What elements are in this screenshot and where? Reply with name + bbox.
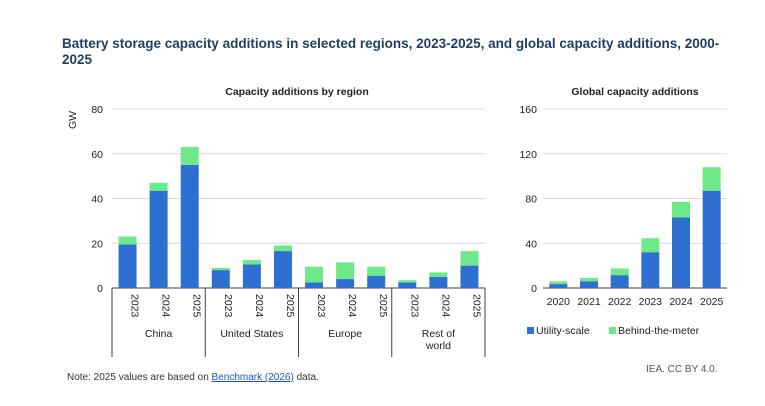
x-tick-label: 2023 [315,294,327,318]
note: Note: 2025 values are based on Benchmark… [67,372,319,383]
y-tick-label: 0 [97,283,103,295]
bar-utility-scale [149,190,168,288]
bar-behind-the-meter [273,245,292,252]
bar-utility-scale [336,279,355,288]
y-tick-label: 0 [531,283,537,295]
y-tick-label: 120 [519,149,537,161]
x-tick-label: 2024 [346,294,358,318]
bar-behind-the-meter [672,201,690,218]
bar-utility-scale [460,265,479,288]
legend-label-behind-the-meter: Behind-the-meter [618,325,700,337]
bar-utility-scale [580,281,598,288]
bar-behind-the-meter [580,277,598,282]
bar-behind-the-meter [398,280,417,283]
bar-behind-the-meter [211,267,230,271]
bar-utility-scale [610,275,629,288]
legend-swatch-utility-scale [527,327,534,334]
credit: IEA. CC BY 4.0. [646,364,718,375]
bar-utility-scale [429,276,448,288]
x-tick-label: 2023 [129,294,141,318]
bar-behind-the-meter [180,147,199,165]
bar-behind-the-meter [641,238,660,253]
legend-label-utility-scale: Utility-scale [536,325,590,337]
x-tick-label: 2025 [191,294,203,318]
x-tick-label: 2024 [669,296,693,308]
y-tick-label: 80 [91,104,103,116]
chart-title: Battery storage capacity additions in se… [62,36,720,67]
bar-utility-scale [549,284,568,288]
note-suffix: data. [293,372,319,383]
bar-behind-the-meter [549,281,568,285]
bar-utility-scale [273,251,292,288]
y-tick-label: 80 [525,194,537,206]
group-label: Rest of [422,328,455,340]
bar-behind-the-meter [367,266,386,276]
bar-utility-scale [672,217,690,288]
group-label: Europe [328,328,362,340]
bar-behind-the-meter [429,272,448,277]
x-tick-label: 2025 [700,296,724,308]
y-tick-label: 60 [91,149,103,161]
bar-behind-the-meter [305,266,324,283]
y-tick-label: 160 [519,104,537,116]
x-tick-label: 2024 [439,294,451,318]
bar-utility-scale [641,252,660,288]
x-tick-label: 2025 [377,294,389,318]
bar-utility-scale [242,264,261,288]
y-tick-label: 40 [91,194,103,206]
bar-behind-the-meter [242,260,261,265]
bar-utility-scale [305,282,324,288]
bar-utility-scale [211,270,230,288]
y-axis-label: GW [67,111,79,129]
bar-behind-the-meter [460,251,479,266]
global-panel-title: Global capacity additions [571,86,698,98]
region-panel-title: Capacity additions by region [225,86,369,98]
bar-behind-the-meter [336,262,355,280]
group-label: world [425,340,451,352]
x-tick-label: 2022 [608,296,632,308]
x-tick-label: 2025 [284,294,296,318]
x-tick-label: 2024 [160,294,172,318]
x-tick-label: 2023 [639,296,663,308]
bar-utility-scale [702,190,721,288]
x-tick-label: 2020 [547,296,571,308]
bar-utility-scale [367,275,386,288]
bar-utility-scale [180,164,199,288]
bar-behind-the-meter [149,182,168,191]
bar-utility-scale [398,282,417,288]
y-tick-label: 40 [525,238,537,250]
bar-behind-the-meter [610,268,629,276]
group-label: China [145,328,173,340]
x-tick-label: 2024 [253,294,265,318]
x-tick-label: 2023 [222,294,234,318]
note-prefix: Note: 2025 values are based on [67,372,212,383]
benchmark-link[interactable]: Benchmark (2026) [211,372,294,383]
x-tick-label: 2025 [470,294,482,318]
x-tick-label: 2023 [408,294,420,318]
y-tick-label: 20 [91,238,103,250]
legend-swatch-behind-the-meter [609,327,616,334]
bar-utility-scale [118,244,137,288]
bar-behind-the-meter [118,236,137,245]
x-tick-label: 2021 [577,296,601,308]
group-label: United States [220,328,283,340]
bar-behind-the-meter [702,167,721,191]
